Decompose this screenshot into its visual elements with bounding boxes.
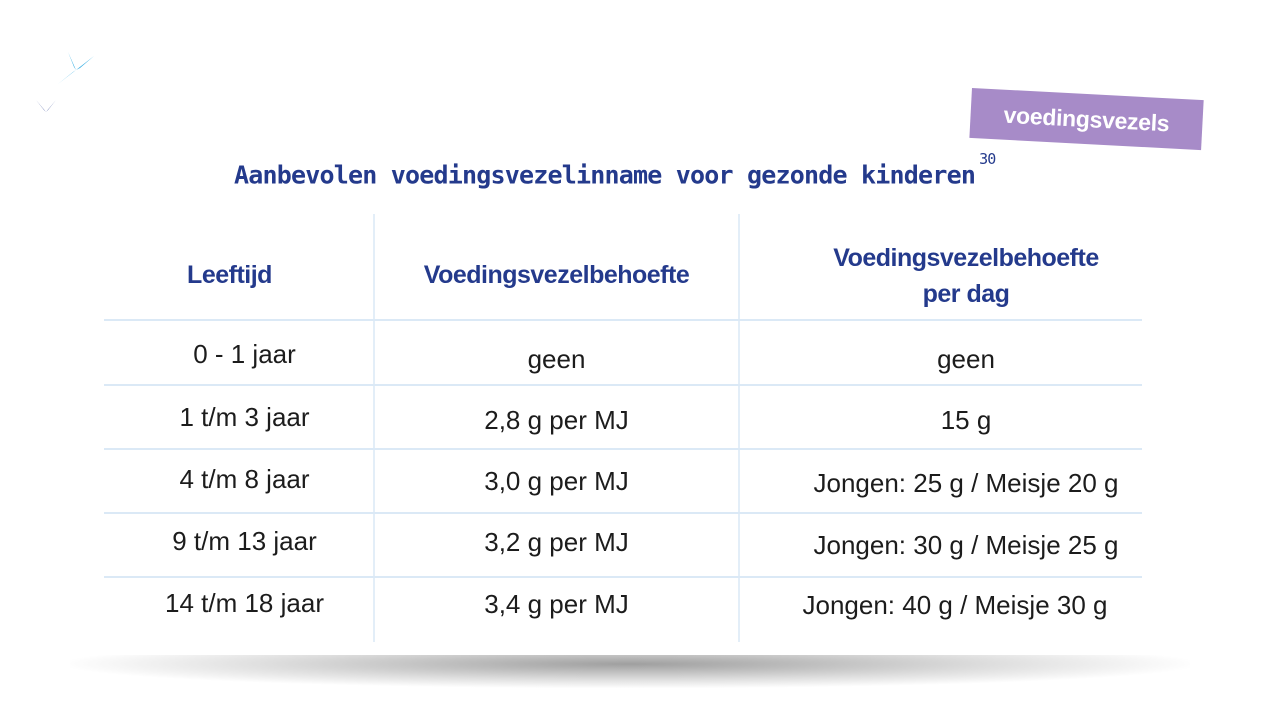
table-row-per-day: geen bbox=[937, 343, 995, 374]
table-row-age: 0 - 1 jaar bbox=[193, 338, 296, 369]
header-per-day-line1: Voedingsvezelbehoefte bbox=[833, 244, 1099, 272]
table-row-need: geen bbox=[527, 343, 586, 374]
fiber-table: Leeftijd Voedingsvezelbehoefte Voedingsv… bbox=[86, 200, 1170, 655]
row-divider bbox=[104, 448, 1142, 450]
table-row-per-day: Jongen: 40 g / Meisje 30 g bbox=[802, 589, 1108, 620]
header-per-day-line2: per dag bbox=[922, 280, 1010, 308]
table-row-need: 3,2 g per MJ bbox=[484, 526, 629, 557]
header-need: Voedingsvezelbehoefte bbox=[423, 261, 690, 289]
table-row-per-day: 15 g bbox=[940, 404, 992, 435]
column-divider bbox=[738, 214, 740, 642]
table-row-need: 2,8 g per MJ bbox=[484, 404, 629, 435]
row-divider bbox=[104, 512, 1142, 514]
row-divider bbox=[104, 576, 1142, 578]
logo-icon bbox=[34, 52, 94, 124]
topic-badge: voedingsvezels bbox=[969, 88, 1204, 151]
topic-badge-label: voedingsvezels bbox=[1003, 101, 1171, 136]
table-row-age: 4 t/m 8 jaar bbox=[179, 463, 310, 494]
row-divider bbox=[104, 384, 1142, 386]
header-per-day: Voedingsvezelbehoefte per dag bbox=[740, 236, 1192, 316]
table-row-per-day: Jongen: 25 g / Meisje 20 g bbox=[813, 467, 1119, 498]
header-age: Leeftijd bbox=[187, 261, 272, 289]
table-row-age: 14 t/m 18 jaar bbox=[165, 587, 324, 618]
table-row-need: 3,4 g per MJ bbox=[484, 588, 629, 619]
page-title-text: Aanbevolen voedingsvezelinname voor gezo… bbox=[234, 160, 976, 190]
table-row-per-day: Jongen: 30 g / Meisje 25 g bbox=[813, 529, 1119, 560]
table-row-age: 9 t/m 13 jaar bbox=[172, 525, 317, 556]
table-row-age: 1 t/m 3 jaar bbox=[179, 401, 310, 432]
footnote-marker: 30 bbox=[979, 150, 996, 168]
table-row-need: 3,0 g per MJ bbox=[484, 465, 629, 496]
row-divider bbox=[104, 319, 1142, 321]
column-divider bbox=[373, 214, 375, 642]
page-title: Aanbevolen voedingsvezelinname voor gezo… bbox=[234, 150, 996, 190]
